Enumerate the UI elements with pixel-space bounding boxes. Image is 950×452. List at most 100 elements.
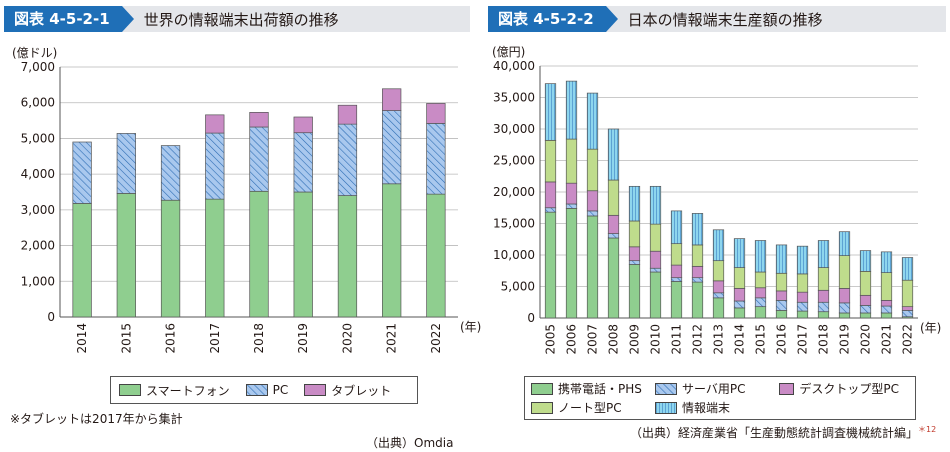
right-bar-サーバ用PC-2021 <box>880 305 893 314</box>
right-y-unit-label: (億円) <box>492 45 525 59</box>
right-bar-情報端末-2005 <box>544 83 557 141</box>
right-bar-デスクトップ型PC-2014 <box>733 288 746 302</box>
left-bar-スマートフォン-2019 <box>293 191 313 318</box>
right-xtick-label: 2015 <box>754 324 768 355</box>
left-chart-title: 世界の情報端末出荷額の推移 <box>143 10 339 29</box>
left-bar-スマートフォン-2016 <box>160 199 181 318</box>
right-xtick-label: 2009 <box>628 324 642 355</box>
right-xtick-label: 2017 <box>796 324 810 355</box>
legend-label-mobile-phs: 携帯電話・PHS <box>558 382 642 396</box>
right-bar-携帯電話・PHS-2021 <box>880 312 893 319</box>
right-xtick-label: 2006 <box>565 324 579 355</box>
right-ytick-label: 25,000 <box>493 154 535 168</box>
left-xtick-label: 2018 <box>252 323 266 354</box>
right-bar-サーバ用PC-2017 <box>796 301 809 312</box>
right-bar-デスクトップ型PC-2008 <box>607 214 620 234</box>
legend-swatch-tablet <box>304 384 327 396</box>
right-xtick-label: 2022 <box>901 324 915 355</box>
right-bar-サーバ用PC-2022 <box>901 310 914 318</box>
left-bar-PC-2014 <box>72 141 92 204</box>
right-bar-携帯電話・PHS-2010 <box>649 271 662 319</box>
legend-swatch-mobile-phs <box>531 382 553 395</box>
legend-label-pc: PC <box>272 383 289 397</box>
left-figure-number: 図表 4-5-2-1 <box>4 6 134 32</box>
right-bar-ノート型PC-2016 <box>775 272 788 292</box>
left-bar-PC-2022 <box>426 123 446 195</box>
right-bar-携帯電話・PHS-2005 <box>544 211 557 319</box>
right-bar-ノート型PC-2006 <box>565 138 578 184</box>
right-bar-ノート型PC-2017 <box>796 273 809 293</box>
right-ytick-label: 15,000 <box>493 217 535 231</box>
right-chart-legend: 携帯電話・PHS サーバ用PC デスクトップ型PC ノート型PC 情報端末 <box>524 376 916 420</box>
legend-swatch-info-terminal <box>655 401 677 414</box>
right-bar-ノート型PC-2022 <box>901 279 914 308</box>
left-bar-スマートフォン-2022 <box>426 193 446 318</box>
right-bar-サーバ用PC-2008 <box>607 233 620 239</box>
right-bar-携帯電話・PHS-2008 <box>607 237 620 319</box>
right-bar-サーバ用PC-2015 <box>754 297 767 308</box>
right-bar-デスクトップ型PC-2015 <box>754 287 767 299</box>
right-x-unit-label: (年) <box>920 321 941 335</box>
right-bar-携帯電話・PHS-2018 <box>817 311 830 319</box>
right-bar-ノート型PC-2013 <box>712 260 725 282</box>
left-bar-スマートフォン-2018 <box>249 190 269 318</box>
right-bar-携帯電話・PHS-2011 <box>670 281 683 319</box>
left-xtick-label: 2020 <box>340 323 354 354</box>
left-bar-PC-2020 <box>337 123 358 196</box>
legend-item-desktop-pc: デスクトップ型PC <box>779 380 899 398</box>
right-xtick-label: 2013 <box>712 324 726 355</box>
left-bar-PC-2017 <box>205 132 225 200</box>
right-xtick-label: 2008 <box>607 324 621 355</box>
right-bar-情報端末-2014 <box>733 238 746 268</box>
legend-label-info-terminal: 情報端末 <box>682 401 731 415</box>
right-ytick-label: 10,000 <box>493 248 535 262</box>
right-bar-携帯電話・PHS-2014 <box>733 307 746 319</box>
right-bar-ノート型PC-2011 <box>670 243 683 266</box>
legend-item-info-terminal: 情報端末 <box>655 399 775 417</box>
right-bar-情報端末-2021 <box>880 251 893 273</box>
left-xtick-label: 2014 <box>75 323 89 354</box>
right-bar-chart: 0 5,000 10,000 15,000 20,000 25,000 30,000 35,0… <box>492 45 941 355</box>
left-x-unit-label: (年) <box>460 320 481 334</box>
left-xtick-label: 2015 <box>119 323 133 354</box>
right-bar-デスクトップ型PC-2005 <box>544 181 557 209</box>
right-source-footnote-mark: ＊12 <box>918 425 937 434</box>
left-ytick-label: 0 <box>47 310 55 324</box>
right-bar-デスクトップ型PC-2010 <box>649 250 662 269</box>
left-bar-スマートフォン-2017 <box>205 198 225 318</box>
left-source: （出典）Omdia <box>366 436 454 450</box>
right-bar-情報端末-2022 <box>901 257 914 281</box>
left-chart-legend: スマートフォン PC タブレット <box>110 376 418 404</box>
right-xtick-label: 2021 <box>880 324 894 355</box>
left-bar-PC-2019 <box>293 132 313 193</box>
legend-item-mobile-phs: 携帯電話・PHS <box>531 380 651 398</box>
right-bar-携帯電話・PHS-2009 <box>628 264 641 319</box>
right-ytick-label: 40,000 <box>493 59 535 73</box>
left-bar-タブレット-2017 <box>205 114 225 134</box>
right-bar-デスクトップ型PC-2016 <box>775 290 788 301</box>
right-bar-情報端末-2020 <box>859 250 872 272</box>
right-bar-情報端末-2012 <box>691 213 704 246</box>
left-bar-PC-2015 <box>116 133 136 194</box>
right-bar-ノート型PC-2009 <box>628 220 641 248</box>
left-ytick-label: 1,000 <box>21 274 55 288</box>
left-xtick-label: 2019 <box>296 323 310 354</box>
legend-label-tablet: タブレット <box>331 383 392 398</box>
right-bar-サーバ用PC-2007 <box>586 210 599 217</box>
left-xtick-label: 2022 <box>429 323 443 354</box>
left-bar-スマートフォン-2014 <box>72 203 92 318</box>
right-xtick-label: 2005 <box>544 324 558 355</box>
right-bar-サーバ用PC-2012 <box>691 277 704 283</box>
legend-label-server-pc: サーバ用PC <box>682 382 746 396</box>
right-bar-携帯電話・PHS-2016 <box>775 310 788 319</box>
right-bar-サーバ用PC-2010 <box>649 267 662 273</box>
right-bar-ノート型PC-2012 <box>691 244 704 267</box>
left-bar-タブレット-2019 <box>293 116 313 134</box>
right-bar-携帯電話・PHS-2012 <box>691 281 704 319</box>
right-bar-デスクトップ型PC-2011 <box>670 264 683 279</box>
right-bar-ノート型PC-2005 <box>544 139 557 183</box>
right-bar-携帯電話・PHS-2020 <box>859 312 872 319</box>
right-xtick-label: 2014 <box>733 324 747 355</box>
right-ytick-label: 20,000 <box>493 185 535 199</box>
legend-item-notebook-pc: ノート型PC <box>531 399 651 417</box>
